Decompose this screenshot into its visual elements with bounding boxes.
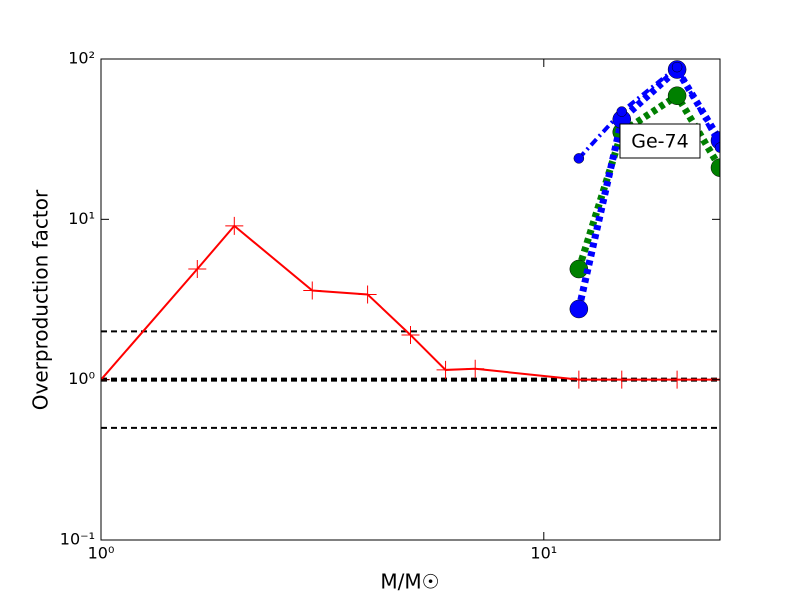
- x-tick-label: 10⁰: [88, 544, 115, 563]
- marker: [436, 360, 455, 379]
- annotation-box: [619, 123, 701, 159]
- y-axis-label: Overproduction factor: [29, 189, 53, 410]
- y-tick-label: 10¹: [68, 209, 95, 228]
- series-line: [575, 64, 720, 310]
- marker: [303, 281, 322, 300]
- marker: [188, 260, 207, 279]
- marker: [569, 299, 589, 319]
- y-tick-label: 10⁻¹: [60, 530, 95, 549]
- axes-frame: [100, 58, 721, 541]
- annotation: Ge-74: [619, 123, 701, 159]
- marker: [668, 370, 687, 389]
- plot-area: [101, 60, 720, 429]
- series-line: [101, 224, 720, 381]
- marker: [671, 61, 683, 73]
- marker: [225, 216, 244, 235]
- x-axis-label: M/M☉: [380, 570, 439, 594]
- annotation-text: Ge-74: [631, 131, 688, 153]
- marker: [612, 370, 631, 389]
- x-tick-label: 10¹: [530, 544, 557, 563]
- marker: [569, 370, 588, 389]
- marker: [466, 359, 485, 378]
- marker: [573, 153, 585, 164]
- marker: [616, 106, 628, 117]
- series-line: [577, 64, 720, 160]
- y-tick-label: 10⁰: [68, 369, 95, 388]
- marker: [358, 285, 377, 304]
- marker: [710, 158, 720, 177]
- marker: [401, 325, 420, 344]
- marker: [667, 86, 687, 105]
- y-tick-label: 10²: [68, 49, 95, 68]
- marker: [714, 142, 720, 153]
